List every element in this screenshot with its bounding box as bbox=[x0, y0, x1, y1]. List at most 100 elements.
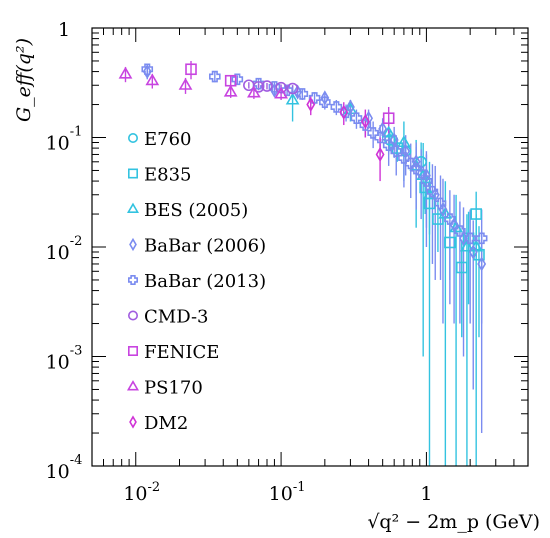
point-babar-2006 bbox=[477, 256, 487, 272]
legend-label-bes-2005: BES (2005) bbox=[144, 200, 248, 221]
point-babar-2013 bbox=[404, 157, 417, 170]
point-e835 bbox=[432, 213, 444, 225]
point-babar-2013 bbox=[426, 185, 439, 198]
legend: E760 E835 BES (2005) BaBar (2006) BaBar (201… bbox=[126, 129, 266, 434]
legend-label-cmd-3: CMD-3 bbox=[144, 307, 209, 328]
point-e835 bbox=[455, 261, 468, 274]
y-tick-label: 10-4 bbox=[46, 453, 83, 483]
x-tick-label: 10-2 bbox=[123, 480, 160, 505]
x-tick-label: 10-1 bbox=[269, 480, 306, 505]
point-babar-2013 bbox=[141, 63, 154, 76]
legend-marker-cmd-3 bbox=[128, 310, 139, 321]
legend-marker-fenice bbox=[128, 345, 139, 356]
legend-label-fenice: FENICE bbox=[144, 342, 219, 363]
legend-label-babar-2013: BaBar (2013) bbox=[144, 271, 266, 292]
point-babar-2013 bbox=[420, 175, 433, 187]
x-tick-label-base: 10 bbox=[123, 483, 147, 505]
legend-label-e760: E760 bbox=[144, 129, 192, 150]
point-babar-2013 bbox=[252, 77, 265, 90]
point-ps170 bbox=[118, 66, 133, 79]
point-cmd-3 bbox=[261, 80, 273, 92]
point-babar-2013 bbox=[350, 112, 363, 125]
y-tick-label-base: 1 bbox=[58, 19, 70, 41]
y-tick-label-base: 10 bbox=[46, 461, 70, 483]
x-tick-labels: 10-2 10-1 1 bbox=[123, 480, 432, 505]
point-e835 bbox=[470, 208, 482, 220]
legend-marker-bes-2005 bbox=[126, 202, 140, 213]
point-fenice bbox=[185, 63, 197, 76]
error-bars bbox=[124, 60, 483, 466]
point-babar-2013 bbox=[374, 131, 386, 144]
point-babar-2013 bbox=[319, 96, 331, 109]
point-ps170 bbox=[247, 85, 261, 98]
axis-ticks bbox=[91, 27, 529, 467]
point-babar-2006 bbox=[401, 143, 411, 159]
point-e835 bbox=[444, 236, 456, 249]
x-tick-label-exponent: -1 bbox=[293, 480, 306, 495]
legend-label-ps170: PS170 bbox=[144, 378, 203, 399]
y-tick-label: 10-1 bbox=[46, 125, 83, 155]
point-cmd-3 bbox=[286, 82, 299, 95]
point-babar-2013 bbox=[308, 92, 321, 104]
point-babar-2013 bbox=[281, 84, 293, 97]
x-tick-label-base: 10 bbox=[269, 483, 293, 505]
plot-frame bbox=[91, 27, 529, 467]
point-bes-2005 bbox=[460, 239, 474, 252]
legend-label-babar-2006: BaBar (2006) bbox=[144, 236, 266, 257]
point-babar-2013 bbox=[231, 73, 244, 86]
point-babar-2006 bbox=[411, 154, 421, 170]
y-tick-label-exponent: -2 bbox=[70, 234, 83, 249]
y-tick-label: 10-2 bbox=[46, 234, 83, 264]
point-bes-2005 bbox=[285, 92, 300, 105]
point-babar-2013 bbox=[444, 213, 456, 225]
point-babar-2006 bbox=[421, 167, 431, 184]
legend-marker-e835 bbox=[128, 168, 139, 179]
point-ps170 bbox=[145, 73, 160, 86]
point-cmd-3 bbox=[275, 81, 287, 94]
point-babar-2013 bbox=[475, 232, 488, 245]
y-tick-label-base: 10 bbox=[46, 242, 70, 264]
point-bes-2005 bbox=[381, 125, 396, 138]
point-dm2 bbox=[339, 104, 349, 120]
legend-marker-e760 bbox=[128, 133, 139, 144]
point-babar-2013 bbox=[209, 70, 221, 83]
y-tick-label-base: 10 bbox=[46, 352, 70, 374]
data-points bbox=[118, 63, 488, 274]
x-tick-label-base: 1 bbox=[420, 483, 432, 505]
legend-marker-ps170 bbox=[126, 380, 140, 391]
point-dm2 bbox=[360, 113, 370, 130]
point-babar-2006 bbox=[468, 244, 478, 260]
legend-label-dm2: DM2 bbox=[144, 413, 188, 434]
point-e835 bbox=[473, 248, 485, 261]
y-tick-labels: 110-110-210-310-4 bbox=[46, 19, 83, 483]
legend-marker-dm2 bbox=[129, 415, 137, 429]
legend-marker-babar-2013 bbox=[128, 274, 138, 286]
y-tick-label-exponent: -4 bbox=[70, 453, 83, 468]
x-tick-label: 1 bbox=[420, 483, 432, 505]
point-bes-2005 bbox=[397, 135, 411, 148]
point-babar-2013 bbox=[410, 162, 422, 175]
point-ps170 bbox=[223, 84, 238, 97]
point-babar-2013 bbox=[330, 101, 343, 113]
y-tick-label-exponent: -1 bbox=[70, 125, 83, 140]
x-tick-label-exponent: -2 bbox=[148, 480, 161, 495]
point-dm2 bbox=[375, 146, 385, 163]
point-babar-2013 bbox=[434, 197, 447, 210]
point-babar-2006 bbox=[142, 63, 152, 80]
y-tick-label: 1 bbox=[58, 19, 70, 41]
y-tick-label-base: 10 bbox=[46, 133, 70, 155]
y-axis-label: G_eff(q²) bbox=[13, 38, 35, 122]
point-babar-2006 bbox=[438, 201, 448, 218]
x-axis-label: √q² − 2m_p (GeV) bbox=[367, 511, 540, 533]
point-fenice bbox=[382, 112, 395, 125]
point-ps170 bbox=[178, 77, 193, 90]
point-ps170 bbox=[274, 86, 288, 99]
y-tick-label: 10-3 bbox=[46, 344, 83, 374]
point-babar-2013 bbox=[464, 232, 476, 245]
point-babar-2013 bbox=[454, 225, 466, 237]
point-babar-2006 bbox=[320, 90, 330, 106]
y-tick-label-exponent: -3 bbox=[70, 344, 83, 359]
point-dm2 bbox=[306, 96, 316, 113]
legend-label-e835: E835 bbox=[144, 165, 192, 186]
